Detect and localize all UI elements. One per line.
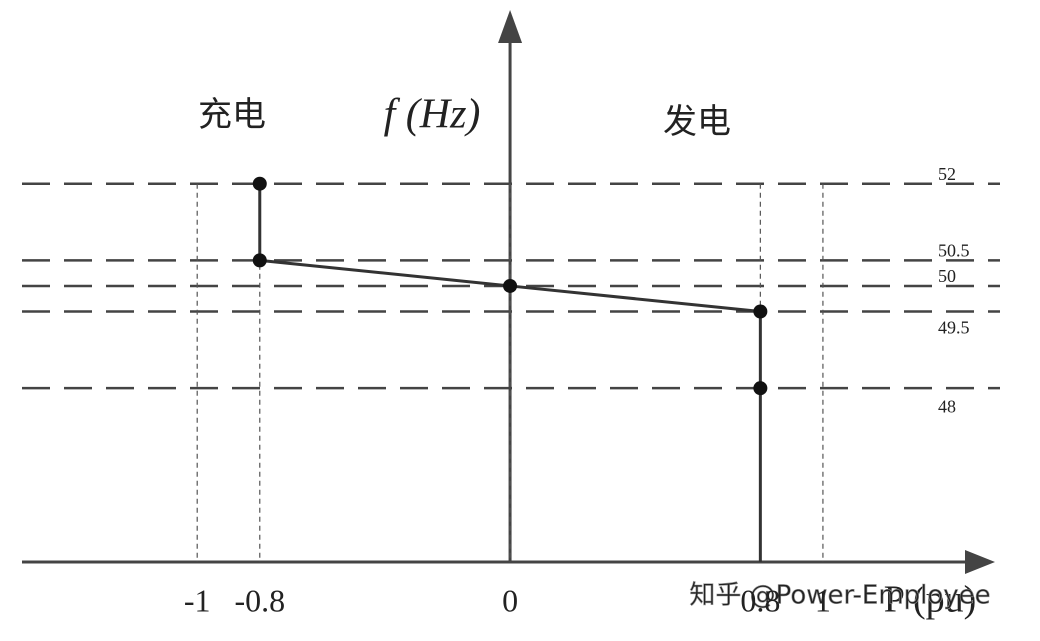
point (753, 304, 768, 319)
x-axis-label: P (pu) (884, 579, 977, 621)
annotation: 发电 (663, 103, 731, 141)
y-tick-label: 49.5 (938, 318, 970, 338)
x-axis-arrow (965, 550, 995, 574)
y-axis-arrow (498, 10, 523, 43)
point (753, 381, 768, 396)
point (252, 253, 267, 268)
y-tick-label: 48 (938, 396, 956, 416)
y-tick-label: 50 (938, 266, 956, 286)
annotation: 充电 (198, 96, 266, 134)
y-axis-label: f (Hz) (384, 92, 481, 138)
y-tick-label: 52 (938, 164, 956, 184)
x-tick-label: -0.8 (234, 582, 285, 618)
x-tick-label: 1 (815, 582, 831, 618)
x-tick-label: -1 (184, 582, 211, 618)
point (252, 176, 267, 191)
x-tick-label: 0 (502, 582, 518, 618)
y-tick-label: 50.5 (938, 241, 970, 261)
x-tick-label: 0.8 (740, 582, 780, 618)
watermark: 知乎 @Power-Employee (689, 581, 990, 611)
point (503, 278, 518, 293)
